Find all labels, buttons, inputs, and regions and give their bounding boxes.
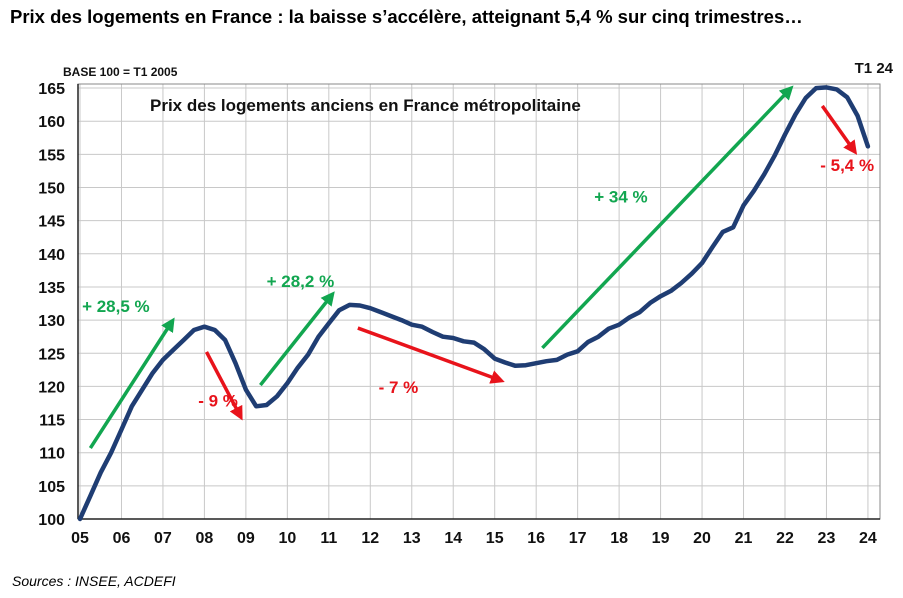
y-tick-label: 150 xyxy=(38,181,65,198)
y-tick-label: 120 xyxy=(38,379,65,396)
trend-arrow xyxy=(357,326,505,384)
trend-label: + 28,5 % xyxy=(82,297,150,316)
y-tick-label: 130 xyxy=(38,313,65,330)
trend-label: - 5,4 % xyxy=(820,156,874,175)
x-tick-label: 22 xyxy=(776,530,794,547)
sources-note: Sources : INSEE, ACDEFI xyxy=(12,573,176,589)
x-tick-label: 07 xyxy=(154,530,172,547)
series-line xyxy=(77,85,871,522)
y-tick-label: 145 xyxy=(38,214,65,231)
y-tick-label: 110 xyxy=(39,446,65,463)
x-tick-label: 14 xyxy=(444,530,462,547)
last-point-label: T1 24 xyxy=(855,60,894,77)
x-tick-label: 15 xyxy=(486,530,504,547)
y-tick-label: 155 xyxy=(38,147,65,164)
x-tick-label: 13 xyxy=(403,530,421,547)
y-tick-label: 165 xyxy=(38,81,65,98)
x-tick-label: 11 xyxy=(320,530,337,547)
x-tick-label: 12 xyxy=(361,530,379,547)
trend-arrow xyxy=(204,351,243,421)
y-tick-label: 115 xyxy=(39,413,65,430)
x-tick-label: 06 xyxy=(113,530,131,547)
x-tick-label: 20 xyxy=(693,530,711,547)
base-label: BASE 100 = T1 2005 xyxy=(63,65,178,79)
y-tick-label: 125 xyxy=(38,346,65,363)
x-tick-label: 19 xyxy=(652,530,670,547)
chart-title: Prix des logements anciens en France mét… xyxy=(150,96,581,115)
trend-label: + 28,2 % xyxy=(267,272,335,291)
trend-label: - 7 % xyxy=(379,378,419,397)
x-tick-label: 09 xyxy=(237,530,255,547)
x-tick-label: 18 xyxy=(610,530,628,547)
y-tick-label: 105 xyxy=(38,479,65,496)
trend-arrow xyxy=(259,291,335,387)
x-tick-label: 21 xyxy=(735,530,753,547)
trend-label: + 34 % xyxy=(594,188,647,207)
y-tick-label: 160 xyxy=(38,114,65,131)
trend-arrow xyxy=(820,104,858,155)
x-tick-label: 05 xyxy=(71,530,89,547)
page-title: Prix des logements en France : la baisse… xyxy=(10,6,803,27)
y-tick-label: 140 xyxy=(38,247,65,264)
x-tick-label: 10 xyxy=(278,530,296,547)
trend-arrow xyxy=(88,317,175,450)
x-tick-label: 23 xyxy=(818,530,836,547)
trend-arrow xyxy=(541,85,794,350)
y-tick-label: 135 xyxy=(38,280,65,297)
x-tick-label: 16 xyxy=(527,530,545,547)
trend-label: - 9 % xyxy=(198,391,238,410)
y-tick-label: 100 xyxy=(38,512,65,529)
x-tick-label: 24 xyxy=(859,530,877,547)
x-tick-label: 08 xyxy=(196,530,214,547)
x-tick-label: 17 xyxy=(569,530,587,547)
plot-frame xyxy=(77,83,881,520)
